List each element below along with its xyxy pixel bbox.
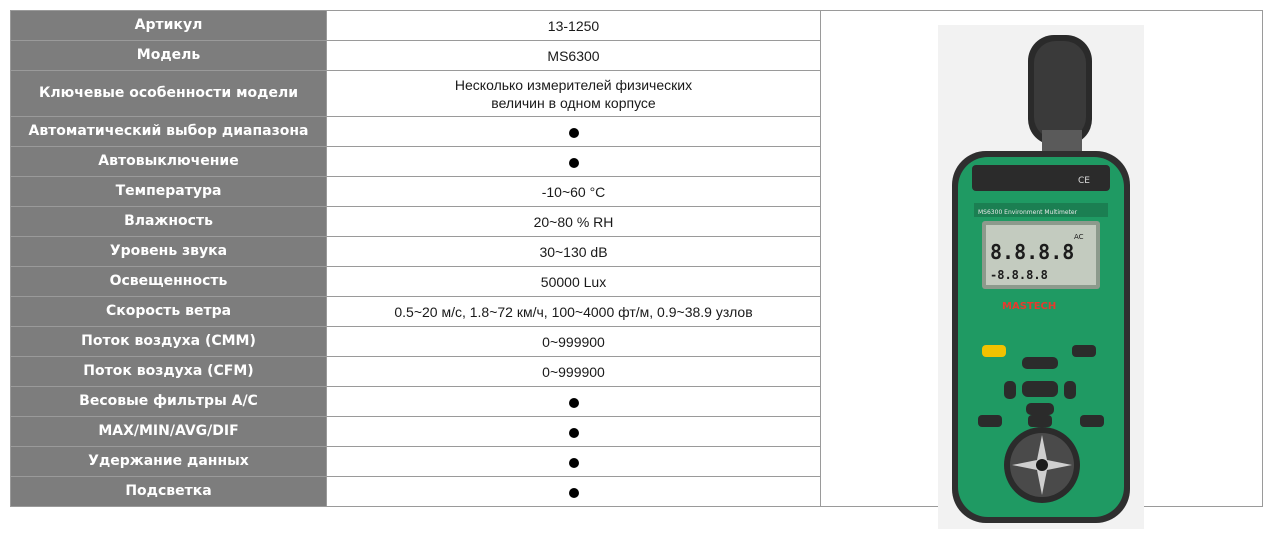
table-row: Удержание данных — [10, 446, 1263, 477]
feature-dot-icon — [568, 157, 579, 168]
feature-dot-icon — [568, 487, 579, 498]
table-row: Автоматический выбор диапазона — [10, 116, 1263, 147]
spec-value: Несколько измерителей физических величин… — [326, 70, 821, 117]
feature-dot-icon — [568, 427, 579, 438]
table-row: Подсветка — [10, 476, 1263, 507]
spec-value: MS6300 — [326, 40, 821, 71]
spec-value-line: Несколько измерителей физических — [454, 76, 693, 93]
brand-logo: MASTECH — [1002, 301, 1056, 312]
product-photo: CE MS6300 Environment Multimeter 8.8.8.8… — [938, 25, 1144, 529]
ce-mark: CE — [1078, 176, 1090, 186]
table-row: Артикул 13-1250 — [10, 10, 1263, 529]
spec-table: Артикул 13-1250 — [10, 10, 1263, 529]
spec-label: MAX/MIN/AVG/DIF — [10, 416, 327, 447]
table-row: Ключевые особенности модели Несколько из… — [10, 70, 1263, 117]
spec-value — [326, 446, 821, 477]
spec-label: Уровень звука — [10, 236, 327, 267]
spec-value — [326, 116, 821, 147]
feature-dot-icon — [568, 457, 579, 468]
spec-value: 50000 Lux — [326, 266, 821, 297]
spec-value: 20~80 % RH — [326, 206, 821, 237]
spec-value: 30~130 dB — [326, 236, 821, 267]
table-row: Модель MS6300 — [10, 40, 1263, 71]
spec-label: Артикул — [10, 10, 327, 41]
spec-label: Весовые фильтры A/C — [10, 386, 327, 417]
table-row: Поток воздуха (CMM) 0~999900 — [10, 326, 1263, 357]
feature-dot-icon — [568, 397, 579, 408]
lcd-prefix: AC — [1074, 233, 1084, 241]
spec-value: 0.5~20 м/с, 1.8~72 км/ч, 100~4000 фт/м, … — [326, 296, 821, 327]
model-caption: MS6300 Environment Multimeter — [978, 209, 1078, 216]
multimeter-photo-icon: CE MS6300 Environment Multimeter 8.8.8.8… — [952, 35, 1130, 523]
table-row: Весовые фильтры A/C — [10, 386, 1263, 417]
spec-label: Температура — [10, 176, 327, 207]
spec-value: 13-1250 — [326, 10, 821, 41]
spec-value-line: величин в одном корпусе — [491, 94, 656, 111]
spec-label: Удержание данных — [10, 446, 327, 477]
spec-label: Освещенность — [10, 266, 327, 297]
table-row: Скорость ветра 0.5~20 м/с, 1.8~72 км/ч, … — [10, 296, 1263, 327]
spec-value: -10~60 °C — [326, 176, 821, 207]
feature-dot-icon — [568, 127, 579, 138]
spec-value — [326, 476, 821, 507]
spec-label: Автовыключение — [10, 146, 327, 177]
table-row: Автовыключение — [10, 146, 1263, 177]
spec-label: Влажность — [10, 206, 327, 237]
spec-label: Автоматический выбор диапазона — [10, 116, 327, 147]
spec-value — [326, 416, 821, 447]
lcd-main: 8.8.8.8 — [990, 240, 1074, 264]
table-row: Уровень звука 30~130 dB — [10, 236, 1263, 267]
product-image-cell: CE MS6300 Environment Multimeter 8.8.8.8… — [820, 10, 1263, 529]
table-row: Освещенность 50000 Lux — [10, 266, 1263, 297]
table-row: Влажность 20~80 % RH — [10, 206, 1263, 237]
spec-value — [326, 386, 821, 417]
spec-label: Поток воздуха (CMM) — [10, 326, 327, 357]
table-row: Поток воздуха (CFM) 0~999900 — [10, 356, 1263, 387]
spec-label: Ключевые особенности модели — [10, 70, 327, 117]
spec-label: Модель — [10, 40, 327, 71]
spec-value: 0~999900 — [326, 356, 821, 387]
spec-value: 0~999900 — [326, 326, 821, 357]
lcd-sub: -8.8.8.8 — [990, 268, 1048, 282]
spec-value — [326, 146, 821, 177]
spec-label: Подсветка — [10, 476, 327, 507]
spec-label: Поток воздуха (CFM) — [10, 356, 327, 387]
spec-label: Скорость ветра — [10, 296, 327, 327]
